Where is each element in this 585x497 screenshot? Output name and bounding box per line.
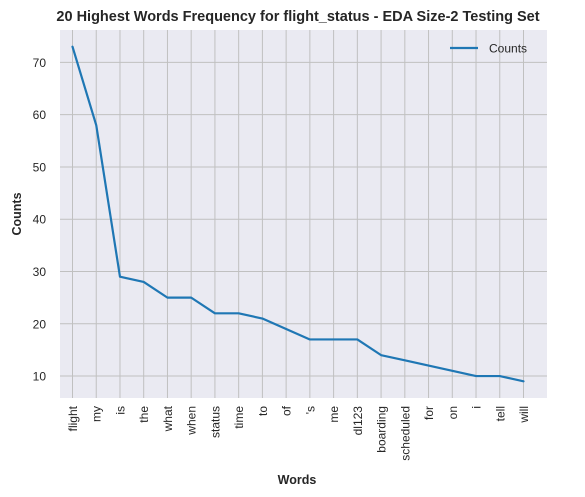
series-line-counts (71, 45, 525, 383)
x-tick-label: 's (303, 406, 317, 414)
x-tick-label: for (422, 406, 436, 420)
x-tick-label: will (517, 406, 531, 424)
legend-label-counts: Counts (489, 42, 527, 56)
x-tick-label: to (256, 406, 270, 416)
y-tick-label: 50 (33, 160, 47, 174)
y-tick-label: 10 (33, 370, 47, 384)
y-tick-label: 20 (33, 317, 47, 331)
x-tick-label: i (470, 406, 484, 409)
x-tick-label: the (137, 406, 151, 423)
y-tick-label: 60 (33, 108, 47, 122)
y-tick-label: 40 (33, 213, 47, 227)
y-axis-label: Counts (10, 192, 24, 235)
x-tick-label: boarding (375, 406, 389, 453)
x-axis-ticks: flight my is the what when status time to of 's me d… (66, 405, 531, 460)
y-axis-ticks: 10 20 30 40 50 60 70 (33, 56, 47, 384)
x-tick-label: of (280, 405, 294, 416)
plot-area (60, 30, 547, 398)
x-tick-label: scheduled (398, 406, 412, 461)
x-axis-label: Words (278, 473, 317, 487)
x-tick-label: time (232, 406, 246, 429)
x-tick-label: tell (493, 406, 507, 421)
chart-title: 20 Highest Words Frequency for flight_st… (56, 9, 539, 25)
x-tick-label: what (161, 405, 175, 432)
legend: Counts (450, 42, 527, 56)
x-tick-label: dl123 (351, 406, 365, 436)
x-tick-label: on (446, 406, 460, 419)
x-tick-label: when (185, 406, 199, 436)
y-tick-label: 70 (33, 56, 47, 70)
x-tick-label: me (327, 406, 341, 423)
grid (60, 30, 547, 398)
x-tick-label: is (113, 406, 127, 415)
x-tick-label: flight (66, 405, 80, 431)
x-tick-label: my (90, 406, 104, 422)
y-tick-label: 30 (33, 265, 47, 279)
x-tick-label: status (208, 406, 222, 438)
